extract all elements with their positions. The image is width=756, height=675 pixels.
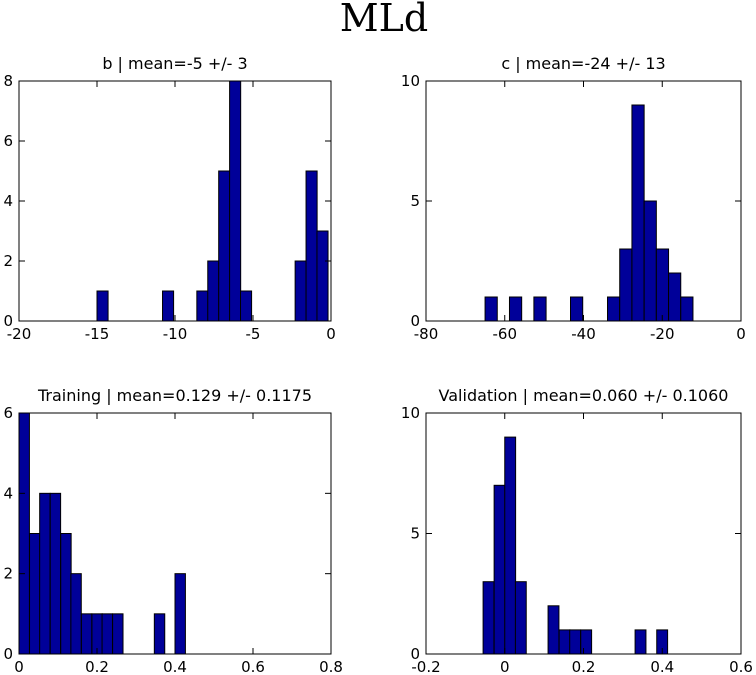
bar-validation-3 <box>514 581 527 655</box>
xtick-label-validation-1: 0 <box>500 658 510 675</box>
xtick-label-training-1: 0.2 <box>85 658 109 675</box>
bar-c-9 <box>668 272 682 322</box>
axes-frame-validation <box>425 412 742 655</box>
ytick-label-b-3: 6 <box>3 132 13 150</box>
ytick-label-training-3: 6 <box>3 404 13 422</box>
xtick-label-b-4: 0 <box>326 325 336 343</box>
bar-b-2 <box>196 290 209 322</box>
xtick-label-b-3: -5 <box>246 325 261 343</box>
xtick-label-training-0: 0 <box>14 658 24 675</box>
bar-validation-7 <box>580 629 593 655</box>
ytick-label-b-2: 4 <box>3 192 13 210</box>
panel-c: c | mean=-24 +/- 13 -80 -60 -40 -20 0 0 5 10 <box>401 54 746 343</box>
panel-title-b: b | mean=-5 +/- 3 <box>102 54 247 73</box>
bar-training-4 <box>60 533 72 655</box>
xtick-label-validation-3: 0.4 <box>650 658 674 675</box>
bar-training-7 <box>91 613 103 655</box>
bar-training-2 <box>39 492 51 655</box>
bar-c-8 <box>655 248 670 322</box>
bar-training-11 <box>174 573 186 655</box>
ytick-label-b-1: 2 <box>3 252 13 270</box>
ytick-label-training-2: 4 <box>3 484 13 502</box>
xtick-label-validation-2: 0.2 <box>572 658 596 675</box>
bar-c-2 <box>533 296 547 322</box>
bar-validation-6 <box>569 629 582 655</box>
bar-training-0 <box>18 412 30 655</box>
xtick-label-training-3: 0.6 <box>241 658 265 675</box>
bar-training-6 <box>80 613 93 655</box>
xtick-label-b-0: -20 <box>7 325 32 343</box>
bar-validation-8 <box>634 629 647 655</box>
xtick-label-b-1: -15 <box>85 325 110 343</box>
bar-b-9 <box>316 230 329 322</box>
bar-training-5 <box>70 573 82 655</box>
panel-title-c: c | mean=-24 +/- 13 <box>501 54 665 73</box>
bar-c-1 <box>508 296 523 322</box>
panel-title-validation: Validation | mean=0.060 +/- 0.1060 <box>439 386 729 405</box>
bar-training-3 <box>49 492 62 655</box>
bar-training-8 <box>101 613 113 655</box>
xtick-label-validation-0: -0.2 <box>411 658 440 675</box>
bar-validation-4 <box>547 605 560 655</box>
xtick-label-training-2: 0.4 <box>163 658 187 675</box>
bar-validation-5 <box>558 629 571 655</box>
bar-training-9 <box>112 613 124 655</box>
xtick-label-c-1: -60 <box>493 325 518 343</box>
ytick-label-validation-1: 5 <box>410 525 420 543</box>
ytick-label-training-1: 2 <box>3 565 13 583</box>
axes-frame-c <box>425 80 742 322</box>
xtick-label-validation-4: 0.6 <box>729 658 753 675</box>
panel-b: b | mean=-5 +/- 3 -20 -15 -10 -5 0 0 2 4 6 8 <box>3 54 335 343</box>
ytick-label-b-4: 8 <box>3 72 13 90</box>
bar-validation-2 <box>504 436 517 655</box>
ytick-label-b-0: 0 <box>3 312 13 330</box>
xtick-label-c-4: 0 <box>736 325 746 343</box>
ytick-label-c-0: 0 <box>410 312 420 330</box>
panel-validation: Validation | mean=0.060 +/- 0.1060-0.2 0 0… <box>401 386 753 675</box>
xtick-label-c-0: -80 <box>414 325 439 343</box>
bar-b-0 <box>96 290 109 322</box>
bar-c-4 <box>607 296 621 322</box>
xtick-label-c-2: -40 <box>571 325 596 343</box>
ytick-label-c-2: 10 <box>401 72 420 90</box>
xtick-label-training-4: 0.8 <box>319 658 343 675</box>
bar-b-3 <box>207 260 220 322</box>
ytick-label-validation-2: 10 <box>401 404 420 422</box>
bar-c-5 <box>619 248 633 322</box>
bar-b-4 <box>218 170 231 322</box>
ytick-label-validation-0: 0 <box>410 645 420 663</box>
axes-frame-b <box>18 80 332 322</box>
bar-c-10 <box>680 296 694 322</box>
ytick-label-c-1: 5 <box>410 192 420 210</box>
bar-b-5 <box>229 80 242 322</box>
xtick-label-c-3: -20 <box>650 325 675 343</box>
bar-c-7 <box>643 200 657 322</box>
bar-validation-1 <box>493 484 506 655</box>
bar-c-0 <box>484 296 498 322</box>
bar-c-3 <box>570 296 584 322</box>
bar-training-10 <box>153 613 166 655</box>
bar-b-8 <box>305 170 318 322</box>
panel-training: Training | mean=0.129 +/- 0.1175 0 0.2 0.4 0… <box>3 386 342 675</box>
bar-c-6 <box>631 104 645 322</box>
figure-title: MLd <box>340 0 428 40</box>
bar-b-6 <box>240 290 253 322</box>
panel-title-training: Training | mean=0.129 +/- 0.1175 <box>37 386 312 405</box>
bar-b-7 <box>294 260 307 322</box>
xtick-label-b-2: -10 <box>163 325 188 343</box>
bar-b-1 <box>162 290 175 322</box>
ytick-label-training-0: 0 <box>3 645 13 663</box>
bar-validation-0 <box>482 581 495 655</box>
bar-training-1 <box>29 533 41 655</box>
